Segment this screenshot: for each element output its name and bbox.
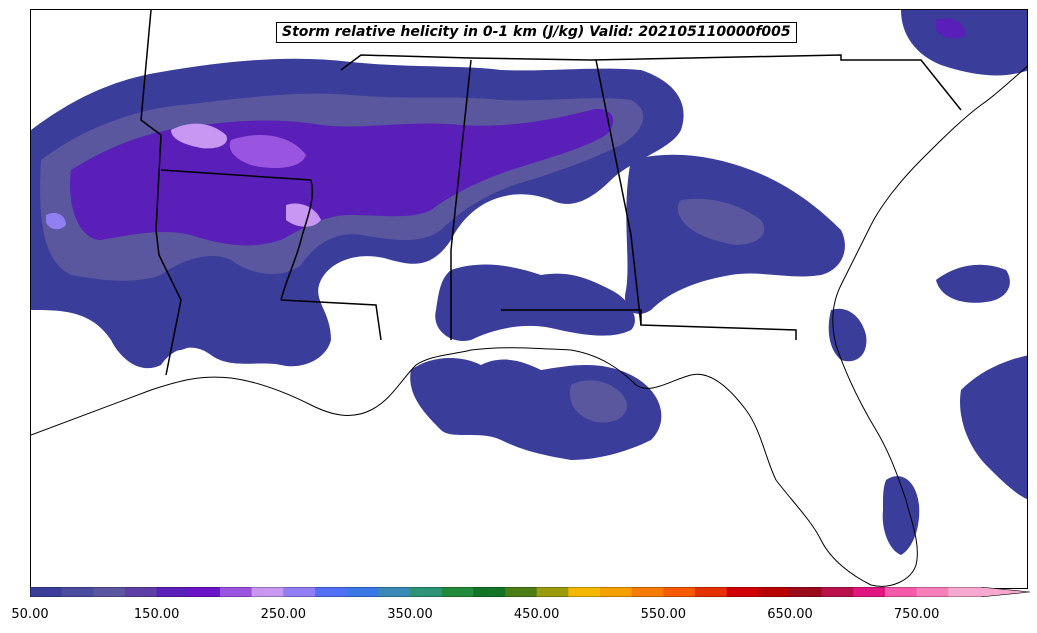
colorbar-extend-arrow: [980, 587, 1030, 597]
colorbar-swatch: [948, 587, 981, 597]
colorbar-swatch: [726, 587, 759, 597]
colorbar-swatch: [473, 587, 506, 597]
border-oklahoma-arkansas: [155, 134, 162, 231]
border-tennessee-georgia-northeast: [590, 54, 962, 111]
colorbar-swatch: [916, 587, 949, 597]
colorbar-swatch: [821, 587, 854, 597]
map-title: Storm relative helicity in 0-1 km (J/kg)…: [276, 22, 797, 43]
helicity-region-east-mid: [677, 198, 765, 245]
colorbar-swatch: [853, 587, 886, 597]
colorbar-tick-label: 250.00: [260, 607, 307, 622]
helicity-region-gulf-west: [103, 288, 200, 352]
border-texas-oklahoma: [140, 10, 162, 136]
helicity-peak-3: [286, 203, 321, 227]
coastline-layer: [31, 66, 1027, 587]
colorbar-swatch: [188, 587, 221, 597]
helicity-peak-4: [46, 213, 66, 230]
colorbar-swatch: [505, 587, 537, 597]
border-louisiana-north: [155, 229, 182, 376]
border-louisiana-mississippi: [280, 299, 382, 341]
colorbar-swatch: [441, 587, 474, 597]
border-alabama-georgia: [595, 59, 642, 326]
colorbar-swatch: [346, 587, 379, 597]
colorbar-swatch: [125, 587, 157, 597]
helicity-region-south-florida: [882, 476, 920, 555]
colorbar-swatch: [156, 587, 189, 597]
colorbar-tick-label: 450.00: [513, 607, 560, 622]
border-mississippi-alabama: [450, 59, 472, 340]
colorbar-tick-labels: 50.00 150.00 250.00 350.00 450.00 550.00 650.0…: [0, 607, 1037, 627]
colorbar-tick-label: 150.00: [133, 607, 180, 622]
colorbar-swatch: [378, 587, 411, 597]
colorbar-swatch: [885, 587, 917, 597]
colorbar-swatch: [536, 587, 569, 597]
colorbar-swatch: [61, 587, 94, 597]
colorbar-tick-label: 50.00: [11, 607, 49, 622]
colorbar-swatch: [758, 587, 791, 597]
colorbar-swatch: [30, 587, 62, 597]
colorbar-tick-label: 550.00: [640, 607, 687, 622]
colorbar-tick-label: 750.00: [893, 607, 940, 622]
helicity-peak-1: [171, 123, 227, 149]
colorbar-swatch: [220, 587, 252, 597]
colorbar-swatch: [283, 587, 316, 597]
colorbar-swatch: [790, 587, 822, 597]
helicity-map: [31, 10, 1027, 587]
state-border-layer: [140, 10, 962, 376]
colorbar-swatch: [315, 587, 347, 597]
helicity-region-central: [435, 264, 635, 341]
colorbar-swatch: [93, 587, 126, 597]
colorbar-swatch: [568, 587, 601, 597]
helicity-region-gulf-mid: [569, 380, 627, 423]
helicity-peak-northeast: [936, 18, 966, 39]
border-arkansas-north: [160, 169, 312, 181]
helicity-region-atlantic-2: [936, 264, 1010, 303]
helicity-region-atlantic: [960, 355, 1027, 500]
colorbar-swatch: [631, 587, 664, 597]
helicity-region-northeast: [901, 10, 1027, 76]
colorbar-tick-label: 650.00: [767, 607, 813, 622]
colorbar-swatch: [410, 587, 442, 597]
border-arkansas-mississippi-river: [280, 179, 313, 301]
colorbar-swatch: [600, 587, 632, 597]
colorbar-swatch: [695, 587, 727, 597]
colorbar-tick-label: 350.00: [387, 607, 433, 622]
border-georgia-florida: [501, 309, 797, 340]
colorbar-swatch: [251, 587, 284, 597]
map-panel: Storm relative helicity in 0-1 km (J/kg)…: [30, 9, 1028, 589]
helicity-peak-2: [229, 135, 306, 168]
colorbar-outline: [30, 587, 1030, 597]
colorbar: [30, 587, 1030, 597]
colorbar-swatch: [663, 587, 696, 597]
border-tennessee-north: [340, 54, 592, 71]
helicity-fill-layer: [31, 10, 1027, 555]
gulf-coastline: [31, 66, 1027, 587]
helicity-region-florida: [828, 308, 867, 362]
